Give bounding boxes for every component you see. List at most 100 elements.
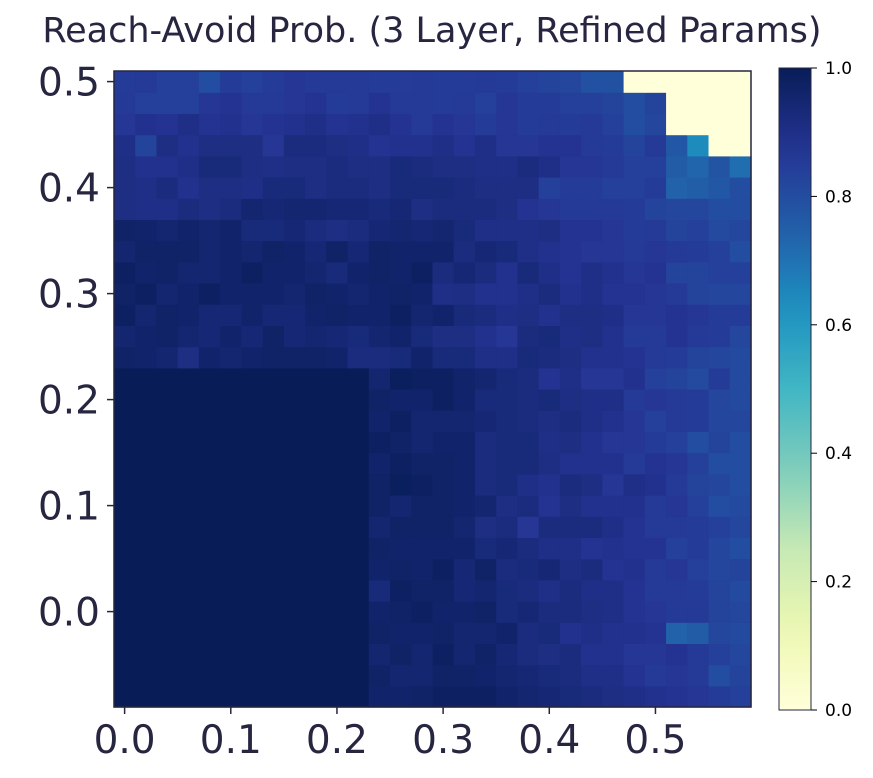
heatmap-cell <box>474 431 497 454</box>
heatmap-cell <box>411 558 434 581</box>
heatmap-cell <box>602 537 625 560</box>
heatmap-cell <box>326 537 349 560</box>
heatmap-cell <box>177 495 200 517</box>
heatmap-cell <box>623 71 646 93</box>
heatmap-cell <box>496 431 519 454</box>
heatmap-cell <box>114 134 136 157</box>
heatmap-cell <box>241 134 264 157</box>
heatmap-cell <box>411 304 434 326</box>
heatmap-cell <box>177 219 200 242</box>
heatmap-cell <box>156 219 179 242</box>
colorbar <box>778 67 812 711</box>
heatmap-cell <box>411 579 434 602</box>
heatmap-cell <box>411 473 434 496</box>
heatmap-cell <box>283 643 306 666</box>
heatmap-cell <box>496 155 519 178</box>
heatmap-cell <box>559 622 582 644</box>
heatmap-cell <box>262 558 285 581</box>
heatmap-cell <box>326 558 349 581</box>
heatmap-cell <box>602 134 625 157</box>
heatmap-cell <box>198 473 221 496</box>
heatmap-cell <box>496 537 519 560</box>
heatmap-cell <box>390 452 412 475</box>
heatmap-cell <box>729 622 752 644</box>
heatmap-cell <box>198 198 221 220</box>
heatmap-cell <box>156 622 179 644</box>
heatmap-cell <box>559 261 582 284</box>
heatmap-cell <box>135 537 158 560</box>
heatmap-cell <box>135 516 158 538</box>
heatmap-cell <box>687 71 710 93</box>
heatmap-cell <box>432 664 455 687</box>
heatmap-cell <box>496 240 519 263</box>
heatmap-cell <box>687 685 710 708</box>
heatmap-cell <box>602 452 625 475</box>
heatmap-cell <box>283 685 306 708</box>
heatmap-cell <box>708 325 731 348</box>
heatmap-cell <box>602 558 625 581</box>
heatmap-cell <box>177 177 200 199</box>
heatmap-cell <box>432 304 455 326</box>
heatmap-cell <box>262 473 285 496</box>
heatmap-cell <box>411 622 434 644</box>
heatmap-cell <box>283 537 306 560</box>
heatmap-cell <box>135 389 158 411</box>
heatmap-cell <box>666 325 688 348</box>
heatmap-cell <box>114 219 136 242</box>
heatmap-cell <box>474 177 497 199</box>
heatmap-cell <box>559 367 582 390</box>
heatmap-cell <box>198 558 221 581</box>
heatmap-cell <box>453 177 476 199</box>
heatmap-cell <box>453 622 476 644</box>
heatmap-cell <box>708 240 731 263</box>
heatmap-cell <box>347 537 370 560</box>
heatmap-cell <box>623 643 646 666</box>
heatmap-cell <box>581 452 603 475</box>
heatmap-cell <box>708 558 731 581</box>
heatmap-cell <box>538 410 561 432</box>
heatmap-cell <box>347 219 370 242</box>
heatmap-cell <box>602 283 625 305</box>
heatmap-cell <box>432 261 455 284</box>
heatmap-cell <box>326 579 349 602</box>
heatmap-cell <box>368 601 391 623</box>
heatmap-cell <box>559 410 582 432</box>
heatmap-cell <box>623 664 646 687</box>
heatmap-cell <box>114 537 136 560</box>
heatmap-cell <box>644 643 667 666</box>
heatmap-cell <box>220 537 242 560</box>
heatmap-cell <box>390 283 412 305</box>
heatmap-cell <box>708 622 731 644</box>
heatmap-cell <box>114 155 136 178</box>
heatmap-cell <box>432 283 455 305</box>
heatmap-cell <box>666 579 688 602</box>
heatmap-cell <box>262 261 285 284</box>
heatmap-cell <box>283 431 306 454</box>
heatmap-cell <box>474 452 497 475</box>
heatmap-cell <box>220 113 242 136</box>
heatmap-cell <box>729 113 752 136</box>
heatmap-cell <box>283 177 306 199</box>
heatmap-cell <box>729 304 752 326</box>
heatmap-cell <box>644 177 667 199</box>
heatmap-cell <box>729 516 752 538</box>
heatmap-cell <box>241 601 264 623</box>
heatmap-cell <box>114 516 136 538</box>
heatmap-cell <box>538 134 561 157</box>
heatmap-cell <box>156 71 179 93</box>
heatmap-cell <box>135 71 158 93</box>
heatmap-cell <box>581 113 603 136</box>
heatmap-cell <box>411 71 434 93</box>
heatmap-cell <box>581 134 603 157</box>
heatmap-cell <box>347 664 370 687</box>
heatmap-cell <box>602 325 625 348</box>
heatmap-cell <box>432 134 455 157</box>
heatmap-cell <box>581 198 603 220</box>
heatmap-cell <box>453 261 476 284</box>
heatmap-cell <box>368 177 391 199</box>
heatmap-cell <box>623 410 646 432</box>
heatmap-cell <box>538 71 561 93</box>
heatmap-cell <box>135 240 158 263</box>
heatmap-cell <box>687 558 710 581</box>
heatmap-cell <box>262 537 285 560</box>
